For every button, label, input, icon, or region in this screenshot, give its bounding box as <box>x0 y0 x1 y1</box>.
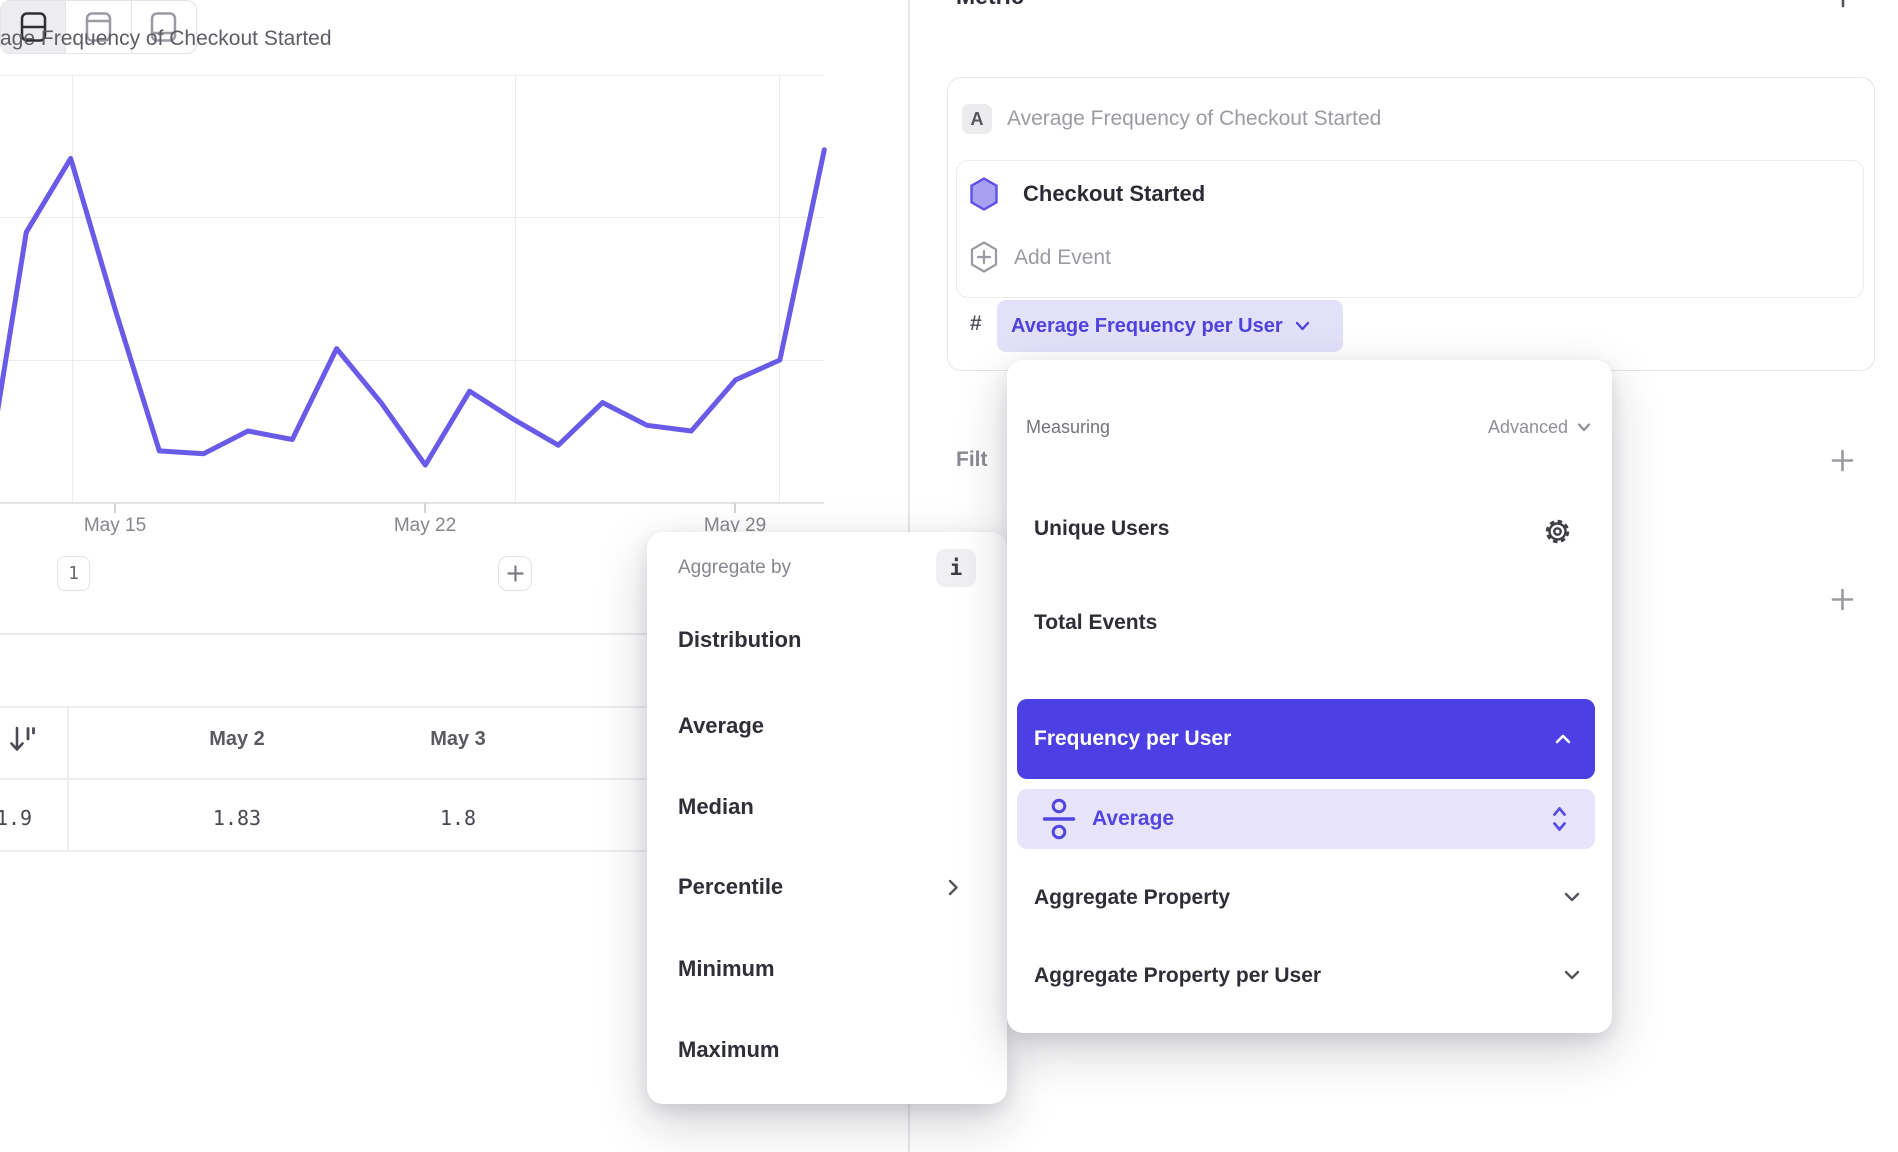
axis-tick <box>114 503 116 513</box>
add-event-icon[interactable] <box>968 240 1000 279</box>
filters-section-title: Filt <box>956 448 988 471</box>
measurement-dropdown[interactable]: Average Frequency per User <box>997 300 1343 352</box>
plus-icon <box>1841 0 1845 8</box>
chevron-right-icon <box>948 879 958 896</box>
menu-item-total-events[interactable]: Total Events <box>1034 611 1158 634</box>
gridline-vertical <box>779 75 780 502</box>
layout-table-only-button[interactable] <box>132 1 196 53</box>
gear-icon[interactable] <box>1544 518 1571 550</box>
menu-item-average[interactable]: Average <box>678 713 765 738</box>
table-cell: 1.8 <box>439 806 477 830</box>
axis-tick <box>734 503 736 513</box>
column-header[interactable]: May 2 <box>209 728 265 750</box>
table-cell: 1.9 <box>0 806 33 830</box>
menu-item-median[interactable]: Median <box>678 794 754 819</box>
add-filter-button[interactable] <box>1831 449 1854 477</box>
table-only-icon <box>151 12 177 42</box>
chart-only-icon <box>85 12 112 42</box>
measuring-label: Measuring <box>1026 416 1111 437</box>
column-header[interactable]: May 3 <box>430 728 486 750</box>
frequency-line <box>0 147 827 468</box>
gridline-horizontal <box>0 360 824 361</box>
gridline-horizontal <box>0 217 824 218</box>
measuring-menu: Measuring Advanced Unique Users Total Ev… <box>1007 360 1612 1033</box>
x-tick-label: May 15 <box>83 515 147 536</box>
menu-item-aggregate-property[interactable]: Aggregate Property <box>1034 886 1231 909</box>
measurement-dropdown-label: Average Frequency per User <box>1011 314 1283 337</box>
table-column-divider <box>67 706 69 851</box>
event-name[interactable]: Checkout Started <box>1023 181 1206 206</box>
add-button[interactable] <box>498 556 532 591</box>
layout-toggle-group <box>0 0 197 54</box>
frequency-line-chart <box>0 147 827 468</box>
menu-item-aggregate-property-per-user[interactable]: Aggregate Property per User <box>1034 964 1322 987</box>
chart-title: age Frequency of Checkout Started <box>0 27 332 50</box>
table-border <box>0 778 647 780</box>
x-tick-label: May 22 <box>393 515 457 536</box>
axis-tick <box>424 503 426 513</box>
menu-item-frequency-per-user[interactable]: Frequency per User <box>1017 699 1595 779</box>
aggregate-by-label: Aggregate by <box>678 557 792 578</box>
gridline-vertical <box>515 75 516 502</box>
chevron-down-icon[interactable] <box>1564 970 1580 980</box>
chevron-down-icon[interactable] <box>1564 892 1580 902</box>
average-ratio-icon <box>1042 798 1076 840</box>
advanced-toggle[interactable]: Advanced <box>1488 415 1591 439</box>
gridline-vertical <box>72 75 73 502</box>
event-box <box>956 160 1864 298</box>
table-border <box>0 850 647 852</box>
plus-icon <box>1831 449 1854 472</box>
sort-descending-icon <box>10 726 35 751</box>
menu-item-unique-users[interactable]: Unique Users <box>1034 517 1170 540</box>
add-metric-button[interactable] <box>1832 0 1854 13</box>
add-breakdown-button[interactable] <box>1831 588 1854 616</box>
layout-chart-only-button[interactable] <box>66 1 132 53</box>
section-divider <box>0 633 647 635</box>
chevron-up-down-icon <box>1553 807 1566 831</box>
table-cell: 1.83 <box>212 806 262 830</box>
metric-section-title: Metric <box>956 0 1024 10</box>
x-tick-label: May 29 <box>703 515 767 536</box>
x-axis-line <box>0 502 824 504</box>
metric-name-input[interactable]: Average Frequency of Checkout Started <box>1007 107 1382 130</box>
plus-icon <box>506 565 524 582</box>
menu-item-maximum[interactable]: Maximum <box>678 1037 780 1062</box>
layout-split-horizontal-button[interactable] <box>1 1 67 53</box>
menu-item-percentile[interactable]: Percentile <box>678 874 784 899</box>
numeric-prefix: # <box>970 312 982 335</box>
event-hexagon-icon <box>968 176 1000 217</box>
menu-item-minimum[interactable]: Minimum <box>678 956 775 981</box>
chevron-down-icon <box>1577 422 1591 431</box>
chevron-up-icon <box>1555 734 1571 744</box>
info-icon[interactable]: i <box>936 549 976 587</box>
aggregate-by-menu: Aggregate by i Distribution Average Medi… <box>647 532 1007 1104</box>
add-event-button[interactable]: Add Event <box>1014 246 1111 269</box>
gridline-horizontal <box>0 75 824 76</box>
series-page-button[interactable]: 1 <box>57 556 90 591</box>
chevron-down-icon <box>1295 321 1309 331</box>
table-border <box>0 706 647 708</box>
sort-button[interactable] <box>8 724 36 761</box>
menu-item-average[interactable]: Average <box>1017 789 1595 849</box>
menu-item-distribution[interactable]: Distribution <box>678 627 802 652</box>
metric-letter-badge: A <box>962 104 992 134</box>
plus-icon <box>1831 588 1854 611</box>
split-horizontal-icon <box>20 12 46 42</box>
